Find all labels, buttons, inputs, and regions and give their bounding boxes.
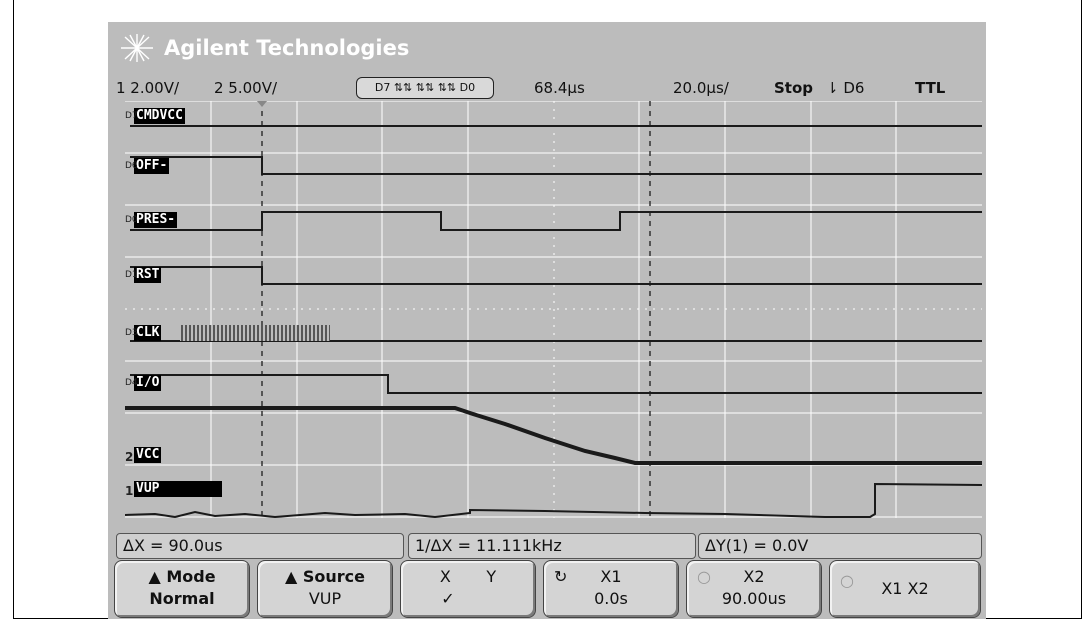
- trigger-marker-icon: [257, 101, 267, 107]
- channel-number: 1: [125, 484, 134, 498]
- channel-label: CLK: [134, 325, 162, 341]
- x1-softkey[interactable]: ↻ X1 0.0s: [543, 560, 679, 618]
- trigger-delay: 68.4µs: [534, 79, 585, 97]
- rotate-knob-icon: ↻: [554, 567, 568, 586]
- x2-value: 90.00us: [721, 589, 787, 608]
- inverse-delta-x-readout: 1/ΔX = 11.111kHz: [408, 533, 696, 559]
- x1x2-label: ○ X1 X2: [840, 571, 929, 598]
- x2-softkey[interactable]: ○ X2 90.00us: [686, 560, 822, 618]
- x1x2-softkey[interactable]: ○ X1 X2: [829, 560, 981, 618]
- mode-title: ▲ Mode: [148, 567, 216, 586]
- clk-burst: [180, 325, 330, 341]
- cursors: [261, 101, 651, 518]
- digital-pod-indicator: D7 ⇅⇅ ⇅⇅ ⇅⇅ D0: [356, 77, 494, 99]
- trace-vup: [125, 482, 982, 518]
- timebase: 20.0µs/: [673, 79, 729, 97]
- x1-value: 0.0s: [594, 589, 628, 608]
- source-title: ▲ Source: [284, 567, 365, 586]
- delta-x-readout: ΔX = 90.0us: [116, 533, 404, 559]
- channel-number: D3: [125, 328, 138, 338]
- trigger-source: ⇂ D6: [826, 79, 865, 97]
- run-state: Stop: [774, 79, 814, 97]
- source-softkey[interactable]: ▲ Source VUP: [257, 560, 393, 618]
- brand-name: Agilent Technologies: [164, 36, 410, 60]
- channel-number: D4: [125, 378, 138, 388]
- channel-label: I/O: [134, 375, 162, 391]
- oscilloscope-screen: Agilent Technologies 1 2.00V/ 2 5.00V/ D…: [108, 22, 986, 619]
- rotate-knob-icon: ○: [840, 571, 854, 590]
- trace-rst: [130, 266, 982, 285]
- trace-off: [130, 156, 982, 175]
- trace-io: [130, 374, 982, 394]
- channel2-scale: 2 5.00V/: [214, 79, 278, 97]
- channel-label: CMDVCC: [134, 108, 185, 124]
- channel-number: 2: [125, 450, 134, 464]
- brand-header: Agilent Technologies: [116, 32, 409, 64]
- source-value: VUP: [308, 589, 342, 608]
- status-bar: 1 2.00V/ 2 5.00V/ D7 ⇅⇅ ⇅⇅ ⇅⇅ D0 68.4µs …: [108, 77, 986, 101]
- channel-label: OFF-: [134, 158, 170, 174]
- rotate-knob-icon: ○: [697, 567, 711, 586]
- channel-number: D1: [125, 270, 138, 280]
- xy-checkmark: ✓: [441, 589, 455, 608]
- channel-number: D7: [125, 111, 138, 121]
- trace-pres: [130, 211, 982, 231]
- x1-title: ↻ X1: [554, 567, 622, 586]
- graticule: [125, 101, 982, 518]
- delta-y-readout: ΔY(1) = 0.0V: [698, 533, 982, 559]
- channel-label: RST: [134, 267, 162, 283]
- channel-label: PRES-: [134, 212, 178, 228]
- channel-number: D0: [125, 215, 138, 225]
- x2-title: ○ X2: [697, 567, 765, 586]
- analog-traces: [125, 406, 982, 518]
- waveform-svg: [125, 101, 982, 518]
- agilent-logo-icon: [121, 34, 153, 62]
- trace-vcc: [125, 406, 982, 465]
- channel-label: VCC: [134, 447, 162, 463]
- channel1-scale: 1 2.00V/: [116, 79, 180, 97]
- mode-value: Normal: [149, 589, 215, 608]
- channel-label: VUP: [134, 481, 222, 497]
- xy-labels: X Y: [439, 567, 497, 586]
- waveform-display: CMDVCC OFF- PRES- RST CLK I/O VCC VUP D7…: [125, 101, 982, 518]
- mode-softkey[interactable]: ▲ Mode Normal: [114, 560, 250, 618]
- digital-traces: [130, 125, 982, 394]
- xy-softkey[interactable]: X Y ✓: [400, 560, 536, 618]
- threshold: TTL: [915, 79, 946, 97]
- channel-number: D6: [125, 161, 138, 171]
